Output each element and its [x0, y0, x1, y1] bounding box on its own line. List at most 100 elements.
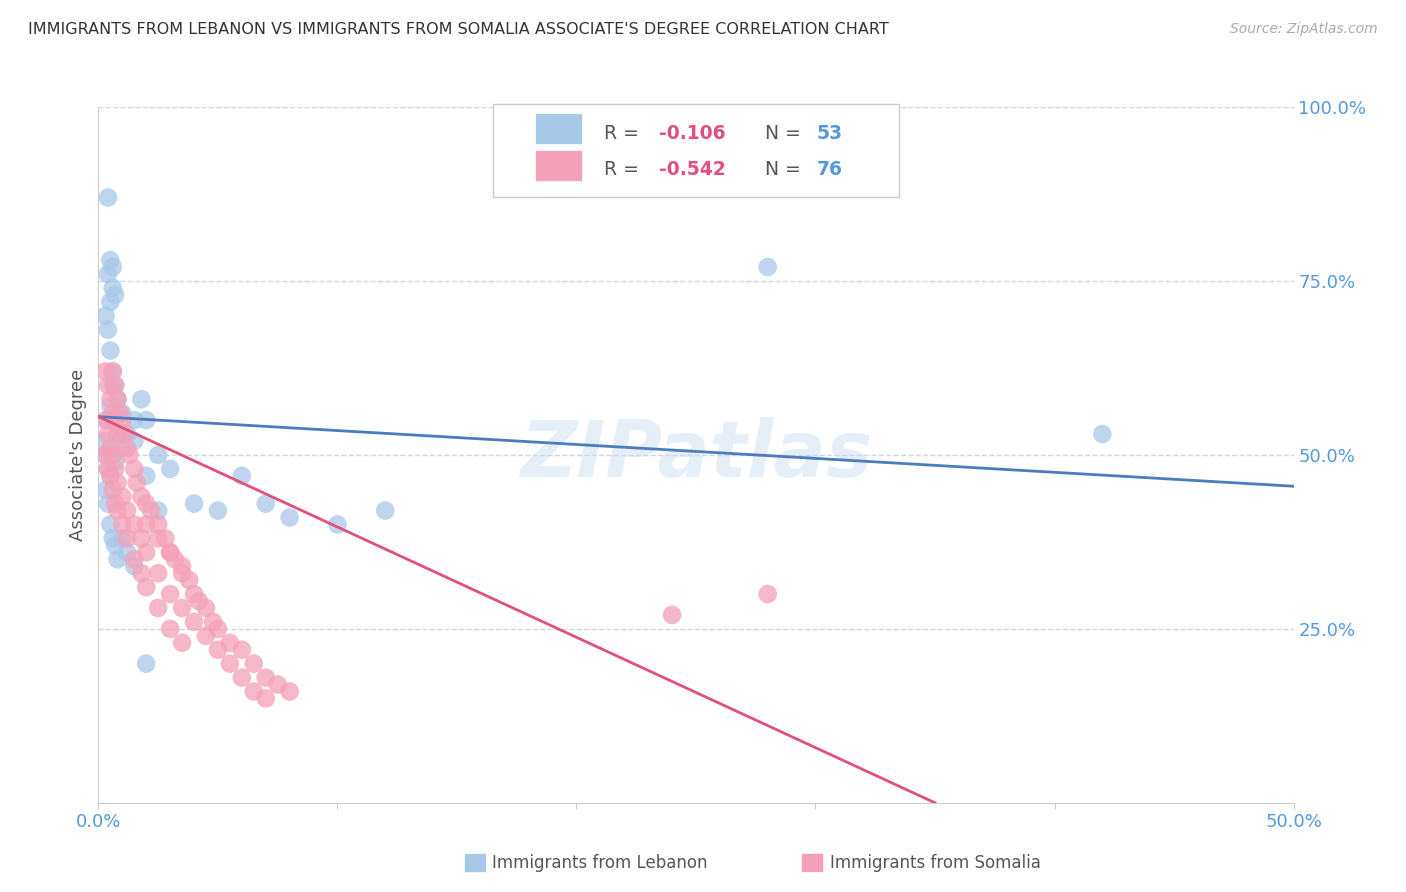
- Y-axis label: Associate's Degree: Associate's Degree: [69, 368, 87, 541]
- Point: [101, 260, 124, 274]
- Point: [104, 538, 127, 552]
- Point: [94, 483, 117, 497]
- Point: [163, 552, 186, 566]
- Point: [97, 413, 120, 427]
- Point: [135, 657, 157, 671]
- FancyBboxPatch shape: [494, 103, 900, 197]
- Point: [207, 503, 229, 517]
- Point: [326, 517, 349, 532]
- FancyBboxPatch shape: [534, 150, 582, 181]
- Point: [131, 490, 153, 504]
- Point: [194, 629, 217, 643]
- Point: [101, 378, 124, 392]
- Point: [111, 413, 134, 427]
- Point: [148, 532, 170, 546]
- Point: [111, 517, 134, 532]
- Point: [159, 622, 181, 636]
- Point: [107, 475, 129, 490]
- Point: [115, 532, 138, 546]
- Point: [104, 455, 127, 469]
- Point: [254, 497, 277, 511]
- Point: [243, 684, 266, 698]
- Point: [219, 636, 242, 650]
- Point: [159, 545, 181, 559]
- Point: [254, 671, 277, 685]
- Text: R =: R =: [605, 124, 645, 143]
- Text: R =: R =: [605, 161, 645, 179]
- Point: [94, 413, 117, 427]
- Point: [148, 601, 170, 615]
- Point: [104, 413, 127, 427]
- Point: [172, 636, 194, 650]
- Point: [115, 503, 138, 517]
- Point: [124, 413, 146, 427]
- Point: [135, 580, 157, 594]
- Point: [231, 642, 253, 657]
- Point: [111, 532, 134, 546]
- Point: [219, 657, 242, 671]
- Point: [135, 517, 157, 532]
- Point: [104, 288, 127, 302]
- Point: [155, 532, 177, 546]
- Point: [135, 413, 157, 427]
- Point: [98, 399, 122, 413]
- Point: [135, 497, 157, 511]
- Point: [101, 364, 124, 378]
- Point: [267, 677, 290, 691]
- Point: [101, 483, 124, 497]
- Point: [97, 427, 120, 442]
- Point: [159, 545, 181, 559]
- Text: Immigrants from Somalia: Immigrants from Somalia: [830, 855, 1040, 872]
- Point: [107, 503, 129, 517]
- Point: [159, 462, 181, 476]
- Point: [101, 448, 124, 462]
- Point: [107, 392, 129, 407]
- Point: [148, 503, 170, 517]
- Text: N =: N =: [765, 161, 807, 179]
- Point: [98, 517, 122, 532]
- Point: [98, 468, 122, 483]
- Point: [278, 510, 301, 524]
- Point: [231, 671, 253, 685]
- Point: [179, 573, 201, 587]
- Point: [98, 392, 122, 407]
- Point: [202, 615, 225, 629]
- Point: [107, 427, 129, 442]
- Point: [124, 434, 146, 448]
- Point: [124, 559, 146, 574]
- Point: [94, 309, 117, 323]
- Point: [148, 566, 170, 581]
- Point: [135, 468, 157, 483]
- Point: [148, 448, 170, 462]
- Point: [183, 587, 205, 601]
- Point: [115, 427, 138, 442]
- Point: [125, 475, 148, 490]
- FancyBboxPatch shape: [534, 112, 582, 145]
- Point: [139, 503, 162, 517]
- Text: Immigrants from Lebanon: Immigrants from Lebanon: [492, 855, 707, 872]
- Point: [187, 594, 209, 608]
- Point: [172, 559, 194, 574]
- Point: [97, 497, 120, 511]
- Point: [111, 441, 134, 455]
- Point: [131, 392, 153, 407]
- Point: [148, 517, 170, 532]
- Point: [94, 434, 117, 448]
- Point: [111, 490, 134, 504]
- Point: [101, 448, 124, 462]
- Point: [98, 468, 122, 483]
- Point: [243, 657, 266, 671]
- Point: [374, 503, 396, 517]
- Point: [756, 260, 779, 274]
- Point: [107, 427, 129, 442]
- Point: [101, 281, 124, 295]
- Point: [278, 684, 301, 698]
- Point: [172, 566, 194, 581]
- Point: [101, 406, 124, 420]
- Point: [97, 462, 120, 476]
- Point: [97, 462, 120, 476]
- Text: -0.542: -0.542: [659, 161, 725, 179]
- Text: -0.106: -0.106: [659, 124, 725, 143]
- Text: ZIPatlas: ZIPatlas: [520, 417, 872, 493]
- Point: [94, 448, 117, 462]
